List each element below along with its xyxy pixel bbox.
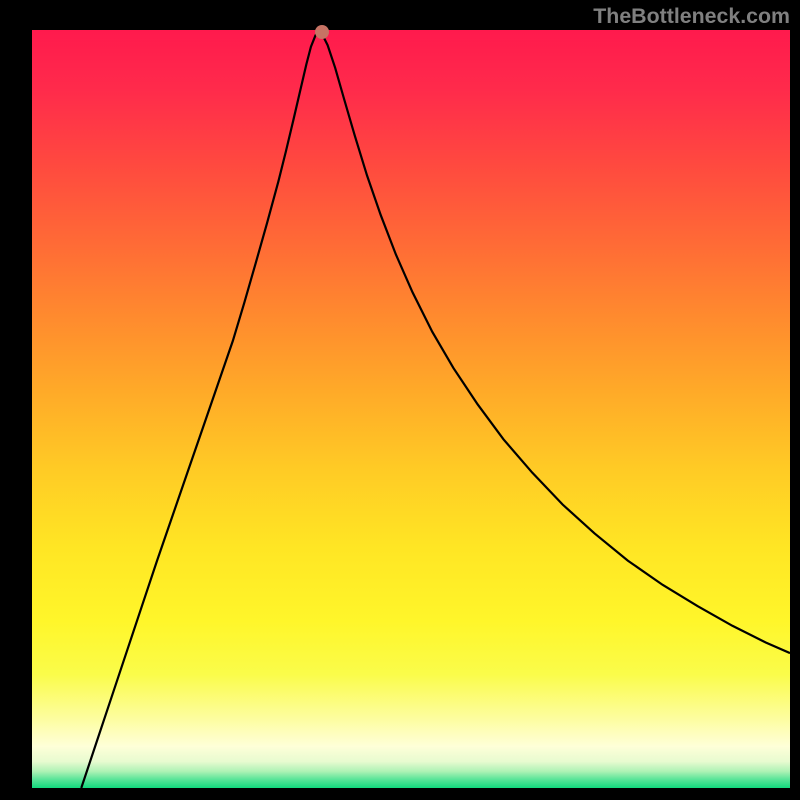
curve-layer bbox=[32, 30, 790, 788]
plot-area bbox=[32, 30, 790, 788]
optimum-marker bbox=[315, 25, 329, 39]
bottleneck-curve bbox=[81, 32, 790, 788]
chart-container: TheBottleneck.com bbox=[0, 0, 800, 800]
watermark-text: TheBottleneck.com bbox=[593, 4, 790, 29]
